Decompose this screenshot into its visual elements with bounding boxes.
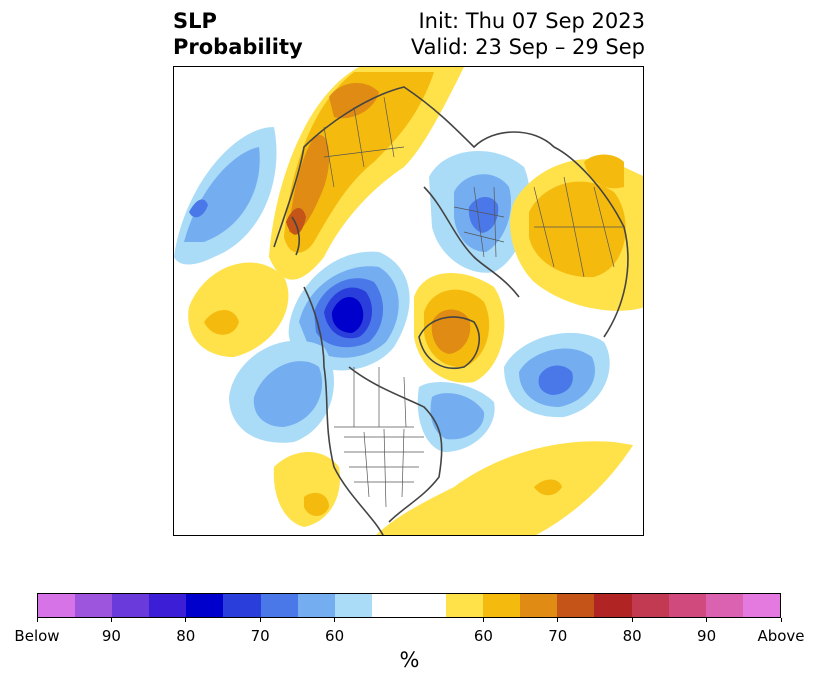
colorbar-tick [780,618,782,622]
darkorange-anomaly-asia [584,154,624,189]
darkorange-anomaly-siberia-north [329,82,379,119]
colorbar [37,593,781,618]
colorbar-segment [297,594,335,617]
colorbar-segment [186,594,224,617]
colorbar-segment [149,594,187,617]
colorbar-tick-label: 70 [548,627,568,645]
colorbar-tick-label: 60 [473,627,493,645]
europe-coast [423,186,520,298]
yellow-anomaly-subtropics [374,441,643,535]
init-date: Init: Thu 07 Sep 2023 [418,9,645,33]
blue-anomaly-arctic-core [331,297,364,333]
colorbar-segment [483,594,521,617]
colorbar-segment [705,594,743,617]
blue-anomaly-east-na-core [430,393,485,440]
forecast-info: Init: Thu 07 Sep 2023 Valid: 23 Sep – 29… [411,8,645,60]
blue-anomaly-west-pacific-core [184,147,260,242]
colorbar-tick [110,618,112,622]
colorbar-segment [334,594,372,617]
colorbar-segment [594,594,632,617]
eurasia-coast [273,86,629,338]
blue-anomaly-north-atlantic-core [538,365,573,395]
map-panel [173,66,644,536]
colorbar-segment [668,594,706,617]
colorbar-segment [223,594,261,617]
colorbar-segment [260,594,298,617]
blue-anomaly-ne-pacific-core [253,361,323,427]
colorbar-tick [334,618,336,622]
colorbar-segment [38,594,76,617]
yellow-anomaly-southwest [273,452,340,527]
colorbar-segment [112,594,150,617]
colorbar-tick [482,618,484,622]
yellow-anomaly-central-pacific [188,262,289,357]
colorbar-tick-label: 90 [697,627,717,645]
colorbar-tick [36,618,38,622]
orange-anomaly-siberia [284,72,434,253]
colorbar-tick-label: 90 [101,627,121,645]
coastline-layer [273,86,629,535]
colorbar-segment [557,594,595,617]
colorbar-ticks: Below 90 80 70 60 60 70 80 90 Above [14,618,805,648]
orange-anomaly-southwest [304,492,329,516]
asia-borders [533,176,624,278]
europe-borders [453,186,505,258]
title-quantity: Probability [173,35,303,59]
red-anomaly-japan [286,207,306,235]
border-layer [323,96,624,508]
shading-layer [174,67,643,535]
colorbar-tick-label: Above [757,627,805,645]
colorbar-tick-label: Below [14,627,60,645]
colorbar-segment [371,594,447,617]
russia-borders [323,96,405,188]
colorbar-tick [631,618,633,622]
colorbar-tick [706,618,708,622]
greenland-coast [418,316,480,369]
colorbar-unit: % [399,648,420,672]
blue-anomaly-europe-inner [468,196,499,233]
north-america-coast [303,286,443,535]
colorbar-tick [557,618,559,622]
colorbar-tick-label: 80 [622,627,642,645]
colorbar-segment [742,594,780,617]
colorbar-tick [185,618,187,622]
colorbar-tick-label: 80 [176,627,196,645]
orange-anomaly-asia [529,181,626,278]
blue-anomaly-west-pacific-inner [189,199,208,218]
colorbar-tick-label: 60 [325,627,345,645]
orange-anomaly-central-pacific [204,309,239,335]
colorbar-segment [446,594,484,617]
japan-coast [291,216,301,256]
colorbar-segment [520,594,558,617]
valid-range: Valid: 23 Sep – 29 Sep [410,35,645,59]
darkorange-anomaly-greenland [431,309,471,354]
colorbar-segment [75,594,113,617]
orange-anomaly-subtropics [534,479,562,496]
colorbar-segment [631,594,669,617]
canada-provinces [353,367,407,428]
colorbar-tick [259,618,261,622]
colorbar-tick-label: 70 [250,627,270,645]
title-variable: SLP [173,9,217,33]
map-title: SLP Probability [173,8,303,60]
us-state-grid [344,428,424,508]
probability-map [174,67,643,535]
